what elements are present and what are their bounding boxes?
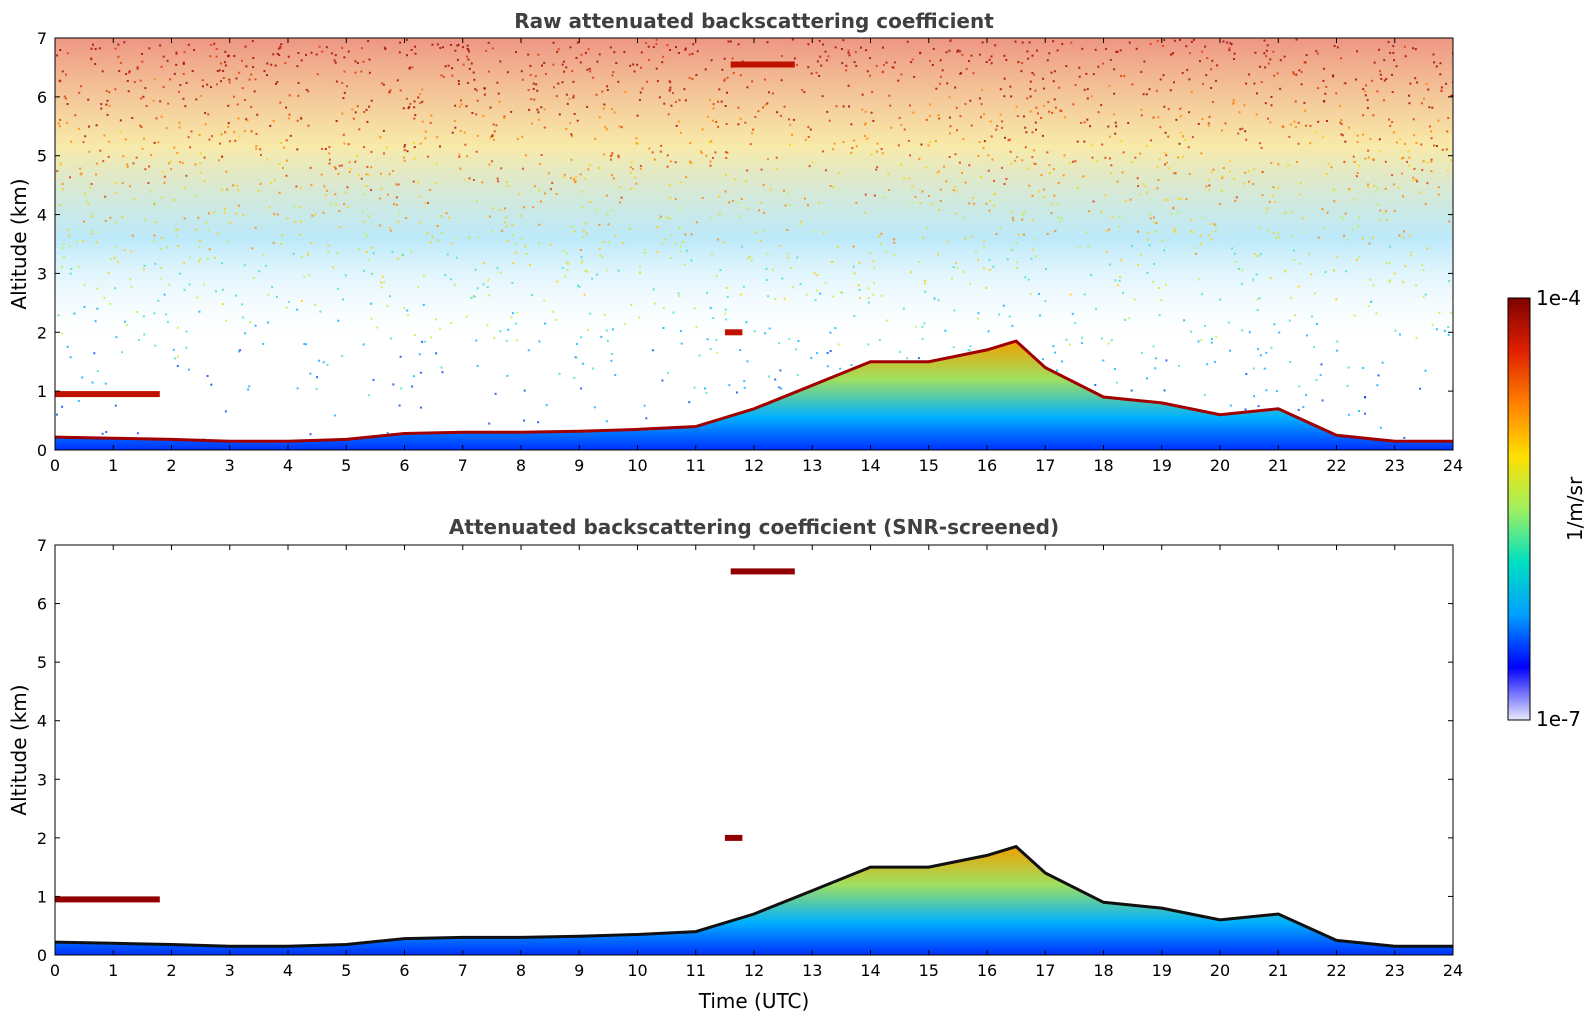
raw-backscatter-panel: Raw attenuated backscattering coefficien…	[7, 9, 1463, 475]
y-tick-label: 4	[37, 712, 47, 731]
x-tick-label: 5	[341, 961, 351, 980]
x-tick-label: 5	[341, 456, 351, 475]
x-tick-label: 23	[1385, 456, 1405, 475]
colorbar-max-label: 1e-4	[1536, 286, 1581, 310]
cloud-feature	[55, 896, 160, 903]
cloud-features	[55, 568, 795, 903]
x-tick-label: 3	[225, 456, 235, 475]
x-tick-label: 9	[574, 961, 584, 980]
x-tick-label: 7	[458, 456, 468, 475]
boundary-layer-top	[55, 844, 1453, 948]
cloud-feature	[55, 391, 160, 398]
x-tick-label: 13	[802, 961, 822, 980]
heatmap-area	[55, 38, 1453, 450]
x-tick-label: 16	[977, 961, 997, 980]
y-tick-label: 1	[37, 382, 47, 401]
noise-layer	[55, 38, 1453, 449]
x-tick-label: 14	[860, 961, 880, 980]
y-tick-label: 1	[37, 887, 47, 906]
x-tick-label: 2	[166, 961, 176, 980]
x-tick-label: 4	[283, 456, 293, 475]
x-tick-label: 10	[627, 456, 647, 475]
x-axis: 0 1 2 3 4 5 6 7 8 9 10 11 12 13 14 15 16 17 18 19 20 21 22 23 24	[50, 545, 1463, 980]
x-tick-label: 21	[1268, 456, 1288, 475]
cloud-feature	[730, 61, 795, 68]
y-tick-label: 6	[37, 88, 47, 107]
x-tick-label: 22	[1326, 961, 1346, 980]
y-tick-label: 0	[37, 946, 47, 965]
x-tick-label: 3	[225, 961, 235, 980]
colorbar-unit-label: 1/m/sr	[1563, 476, 1587, 541]
x-tick-label: 18	[1093, 961, 1113, 980]
panel-title: Raw attenuated backscattering coefficien…	[514, 9, 994, 33]
x-tick-label: 12	[744, 961, 764, 980]
x-tick-label: 19	[1152, 961, 1172, 980]
y-axis-label: Altitude (km)	[7, 178, 31, 309]
x-tick-label: 11	[686, 961, 706, 980]
x-tick-label: 11	[686, 456, 706, 475]
x-tick-label: 17	[1035, 961, 1055, 980]
x-tick-label: 15	[919, 456, 939, 475]
x-tick-label: 22	[1326, 456, 1346, 475]
x-tick-label: 1	[108, 456, 118, 475]
y-tick-label: 7	[37, 536, 47, 555]
y-tick-label: 0	[37, 441, 47, 460]
y-tick-label: 3	[37, 770, 47, 789]
x-tick-label: 13	[802, 456, 822, 475]
x-tick-label: 23	[1385, 961, 1405, 980]
y-tick-label: 5	[37, 653, 47, 672]
x-tick-label: 20	[1210, 456, 1230, 475]
y-axis: 0 1 2 3 4 5 6 7	[37, 536, 1453, 965]
x-tick-label: 10	[627, 961, 647, 980]
x-tick-label: 19	[1152, 456, 1172, 475]
x-tick-label: 2	[166, 456, 176, 475]
x-axis: 0 1 2 3 4 5 6 7 8 9 10 11 12 13 14 15 16 17 18 19 20 21 22 23 24	[50, 38, 1463, 475]
x-tick-label: 7	[458, 961, 468, 980]
x-tick-label: 18	[1093, 456, 1113, 475]
snr-screened-panel: Attenuated backscattering coefficient (S…	[7, 515, 1463, 1013]
y-tick-label: 4	[37, 206, 47, 225]
x-tick-label: 21	[1268, 961, 1288, 980]
y-tick-label: 5	[37, 147, 47, 166]
boundary-layer-fill	[55, 846, 1453, 955]
x-tick-label: 6	[399, 961, 409, 980]
y-tick-label: 6	[37, 595, 47, 614]
y-axis-label: Altitude (km)	[7, 684, 31, 815]
x-tick-label: 16	[977, 456, 997, 475]
plot-frame	[54, 544, 1454, 956]
cloud-feature	[730, 568, 795, 575]
y-tick-label: 2	[37, 323, 47, 342]
y-axis: 0 1 2 3 4 5 6 7	[37, 29, 1453, 460]
x-tick-label: 8	[516, 961, 526, 980]
cloud-feature	[724, 329, 743, 336]
x-tick-label: 1	[108, 961, 118, 980]
colorbar: 1e-4 1e-7 1/m/sr	[1507, 286, 1587, 731]
x-tick-label: 6	[399, 456, 409, 475]
x-tick-label: 8	[516, 456, 526, 475]
x-tick-label: 15	[919, 961, 939, 980]
y-tick-label: 2	[37, 829, 47, 848]
x-tick-label: 4	[283, 961, 293, 980]
y-tick-label: 3	[37, 264, 47, 283]
x-tick-label: 14	[860, 456, 880, 475]
x-axis-label: Time (UTC)	[698, 989, 810, 1013]
x-tick-label: 24	[1443, 456, 1463, 475]
x-tick-label: 0	[50, 456, 60, 475]
cloud-feature	[724, 834, 743, 841]
boundary-layer-top	[55, 339, 1453, 443]
colorbar-min-label: 1e-7	[1536, 707, 1581, 731]
cloud-features	[55, 61, 795, 398]
x-tick-label: 24	[1443, 961, 1463, 980]
boundary-layer-fill	[55, 341, 1453, 450]
x-tick-label: 12	[744, 456, 764, 475]
x-tick-label: 17	[1035, 456, 1055, 475]
x-tick-label: 0	[50, 961, 60, 980]
x-tick-label: 20	[1210, 961, 1230, 980]
colorbar-gradient	[1507, 297, 1531, 721]
panel-title: Attenuated backscattering coefficient (S…	[449, 515, 1059, 539]
x-tick-label: 9	[574, 456, 584, 475]
heatmap-area	[55, 568, 1453, 955]
y-tick-label: 7	[37, 29, 47, 48]
